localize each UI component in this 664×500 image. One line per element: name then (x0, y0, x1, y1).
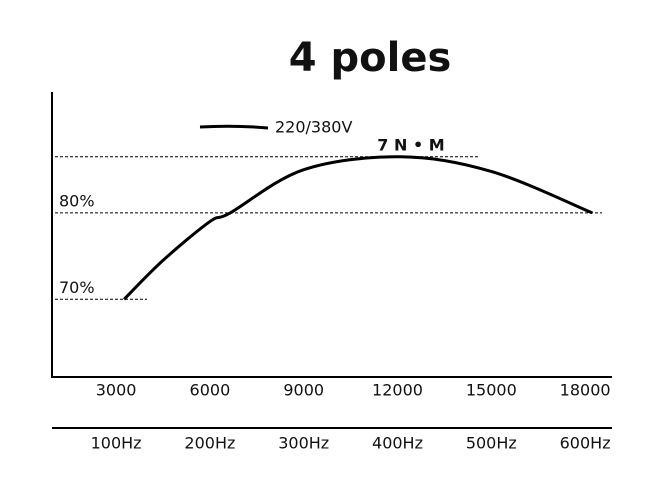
legend-swatch (199, 124, 269, 130)
frequency-label: 200Hz (184, 434, 235, 453)
x-tick-label: 12000 (372, 381, 423, 400)
x-tick-label: 9000 (283, 381, 324, 400)
frequency-label: 100Hz (91, 434, 142, 453)
reference-label: 70% (59, 278, 95, 297)
x-tick-label: 18000 (560, 381, 611, 400)
frequency-label: 500Hz (466, 434, 517, 453)
legend-label: 220/380V (275, 118, 352, 137)
x-tick-label: 3000 (96, 381, 137, 400)
x-tick-label: 15000 (466, 381, 517, 400)
annotation: 7 N • M (377, 135, 444, 154)
frequency-label: 300Hz (278, 434, 329, 453)
frequency-label: 400Hz (372, 434, 423, 453)
reference-label: 80% (59, 191, 95, 210)
series-line (123, 155, 593, 301)
chart-title: 4 poles (289, 35, 452, 81)
x-tick-label: 6000 (190, 381, 231, 400)
frequency-label: 600Hz (560, 434, 611, 453)
